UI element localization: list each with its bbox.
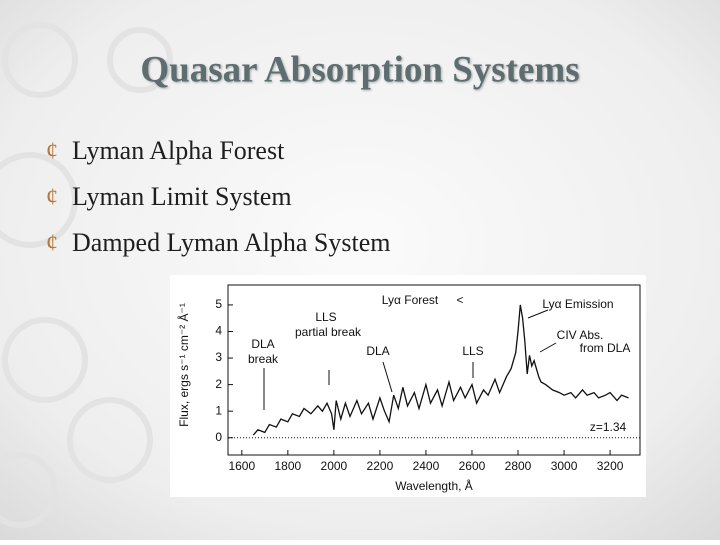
bullet-text: Lyman Alpha Forest xyxy=(72,136,285,165)
y-tick-label: 5 xyxy=(215,297,222,311)
y-tick-label: 1 xyxy=(215,403,222,417)
x-tick-label: 2400 xyxy=(413,459,440,473)
annotation: DLA xyxy=(366,344,389,358)
y-axis-label: Flux, ergs s⁻¹ cm⁻² Å⁻¹ xyxy=(176,303,191,427)
chart: 1600 1800 2000 2200 2400 2600 2800 3000 3200 0 1 2 3… xyxy=(176,284,641,493)
chart-panel xyxy=(170,275,646,497)
y-tick-label: 2 xyxy=(215,377,222,391)
decoration xyxy=(0,22,173,528)
x-tick-label: 1600 xyxy=(228,459,255,473)
annotation: break xyxy=(248,352,279,366)
annotation-arrow xyxy=(382,361,393,393)
bullet-text: Damped Lyman Alpha System xyxy=(72,228,390,257)
bullet-marker: ¢ xyxy=(46,231,58,257)
x-tick-label: 3000 xyxy=(551,459,578,473)
slide-title: Quasar Absorption Systems xyxy=(140,49,579,90)
x-tick-label: 1800 xyxy=(274,459,301,473)
bullet-list: ¢ Lyman Alpha Forest ¢ Lyman Limit System ¢ D… xyxy=(46,136,390,257)
x-tick-label: 3200 xyxy=(597,459,624,473)
y-tick-label: 0 xyxy=(215,430,222,444)
y-tick-label: 3 xyxy=(215,350,222,364)
annotation: LLS xyxy=(462,344,483,358)
x-axis-label: Wavelength, Å xyxy=(395,478,473,493)
annotation: LLS xyxy=(315,310,336,324)
annotation: Lyα Emission xyxy=(542,297,613,311)
annotation: DLA xyxy=(251,337,274,351)
annotation: from DLA xyxy=(580,341,631,355)
y-tick-label: 4 xyxy=(215,324,222,338)
spectrum-line xyxy=(252,304,629,436)
plot-frame xyxy=(227,284,641,456)
bullet-marker: ¢ xyxy=(46,139,58,165)
annotation: partial break xyxy=(295,325,362,339)
x-tick-label: 2200 xyxy=(367,459,394,473)
bullet-marker: ¢ xyxy=(46,185,58,211)
annotation: < xyxy=(456,293,463,307)
annotation-arrow xyxy=(539,342,557,353)
annotation-arrow xyxy=(527,309,549,319)
x-tick-label: 2800 xyxy=(505,459,532,473)
annotation: CIV Abs. xyxy=(557,328,604,342)
x-tick-label: 2600 xyxy=(459,459,486,473)
x-tick-label: 2000 xyxy=(321,459,348,473)
annotation: Lyα Forest xyxy=(382,293,439,307)
annotation: z=1.34 xyxy=(590,420,627,434)
bullet-text: Lyman Limit System xyxy=(72,182,292,211)
